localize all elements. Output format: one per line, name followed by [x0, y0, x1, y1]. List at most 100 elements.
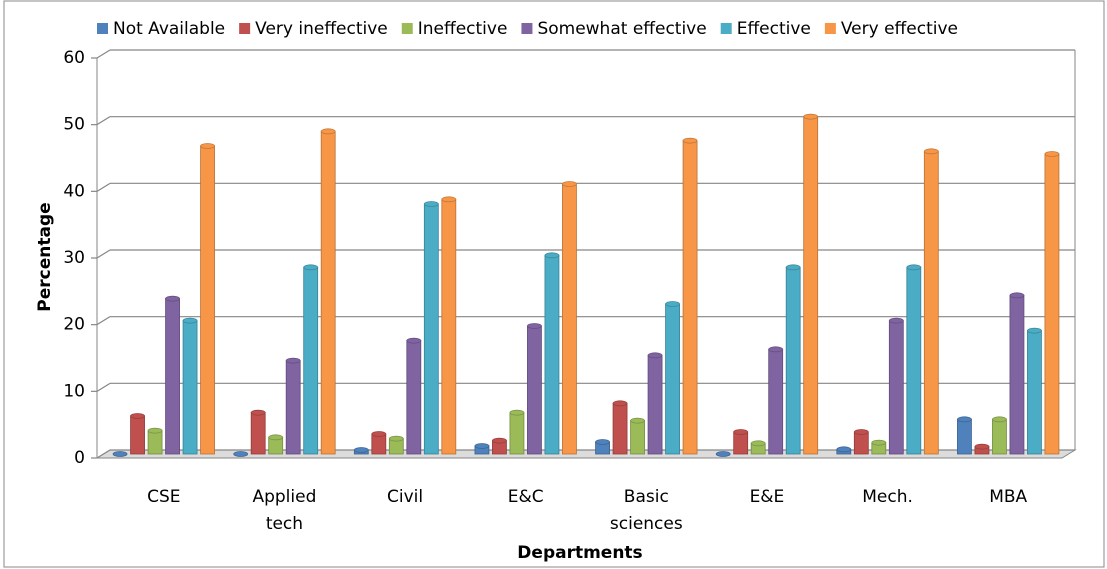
- legend-label: Very ineffective: [255, 19, 388, 39]
- bar-cap: [130, 413, 145, 419]
- x-tick-label: Civil: [387, 487, 423, 507]
- bar-cap: [715, 451, 731, 457]
- bar: [803, 116, 819, 455]
- bar-cap: [836, 446, 852, 453]
- bar-cap: [665, 301, 680, 307]
- bar: [371, 433, 387, 455]
- y-tick-label: 30: [63, 248, 85, 268]
- grid-line-side: [96, 316, 111, 326]
- bar-cap: [992, 416, 1007, 423]
- legend-swatch: [239, 23, 251, 34]
- bar-cap: [474, 443, 490, 449]
- bar-cap: [750, 440, 766, 447]
- x-tick-label: E&C: [508, 487, 544, 507]
- bar-cap: [112, 451, 128, 457]
- bar-cap: [974, 443, 990, 450]
- bar-cap: [906, 264, 922, 271]
- legend-label: Somewhat effective: [537, 19, 706, 39]
- bar: [923, 150, 939, 455]
- legend-swatch: [720, 23, 732, 34]
- grid-line-side: [96, 449, 111, 459]
- bar-cap: [888, 317, 904, 324]
- grid-line-side: [96, 49, 111, 59]
- bar-cap: [492, 437, 507, 444]
- legend-label: Not Available: [113, 19, 225, 39]
- bar: [612, 402, 628, 455]
- bar: [509, 412, 525, 455]
- bar-cap: [1009, 292, 1025, 299]
- bar: [200, 145, 215, 455]
- bar-cap: [303, 264, 319, 271]
- bar: [285, 360, 301, 455]
- bar: [320, 130, 336, 455]
- bar: [130, 415, 145, 455]
- bar-cap: [423, 201, 439, 207]
- bar: [768, 348, 784, 455]
- bar: [1044, 153, 1060, 455]
- bar-cap: [733, 429, 749, 435]
- bar: [562, 183, 577, 455]
- legend-swatch: [521, 23, 533, 34]
- legend-swatch: [824, 23, 836, 34]
- y-tick-label: 0: [74, 448, 85, 468]
- bar: [733, 431, 749, 455]
- bar: [1009, 294, 1025, 455]
- bar-cap: [268, 434, 284, 441]
- grid-line-side: [96, 182, 111, 192]
- bar-cap: [250, 409, 266, 416]
- bar-cap: [853, 429, 869, 435]
- bar: [423, 203, 439, 455]
- grid-line-side: [96, 116, 111, 126]
- bar: [682, 140, 698, 455]
- bar-cap: [509, 409, 525, 416]
- bar-cap: [612, 400, 628, 407]
- legend-swatch: [401, 23, 413, 34]
- legend: Not Available Very ineffective Ineffective…: [97, 19, 958, 39]
- bar: [1027, 330, 1042, 455]
- bar-cap: [285, 357, 301, 364]
- legend-label: Effective: [737, 19, 811, 39]
- bar-cap: [441, 196, 457, 203]
- y-tick-label: 50: [63, 115, 85, 135]
- x-tick-label: MBA: [989, 487, 1027, 507]
- bar-cap: [353, 447, 369, 453]
- y-tick-label: 20: [63, 315, 85, 335]
- bar: [853, 431, 869, 455]
- bar-cap: [165, 295, 180, 302]
- bar: [527, 325, 542, 455]
- bar-cap: [1044, 151, 1060, 157]
- bar-cap: [406, 337, 422, 344]
- bar-cap: [562, 181, 577, 187]
- bar-cap: [320, 128, 336, 135]
- x-tick-label: E&E: [750, 487, 785, 507]
- bar: [406, 340, 422, 455]
- bar-cap: [630, 417, 645, 424]
- bar-cap: [957, 416, 972, 423]
- bar-cap: [923, 148, 939, 155]
- bar-cap: [527, 323, 542, 329]
- bar-cap: [871, 439, 887, 446]
- bar: [147, 430, 163, 455]
- bar-cap: [182, 317, 198, 324]
- bar-cap: [200, 143, 215, 149]
- bar: [441, 198, 457, 455]
- legend-label: Ineffective: [418, 19, 508, 39]
- x-tick-label: Basic sciences: [610, 487, 683, 534]
- bar: [785, 266, 801, 455]
- bar-cap: [803, 113, 819, 120]
- grid-line-side: [96, 249, 111, 259]
- bar-cap: [388, 435, 404, 442]
- bar: [303, 266, 319, 455]
- bar-cap: [1027, 327, 1042, 334]
- bar-cap: [647, 352, 663, 359]
- y-tick-label: 40: [63, 181, 85, 201]
- bar-cap: [147, 427, 163, 434]
- bar: [544, 254, 560, 455]
- bar: [957, 418, 972, 455]
- bar: [165, 298, 180, 455]
- x-axis-label: Departments: [517, 543, 642, 563]
- bar-cap: [682, 137, 698, 144]
- x-tick-label: Mech.: [862, 487, 913, 507]
- bar-cap: [371, 431, 387, 437]
